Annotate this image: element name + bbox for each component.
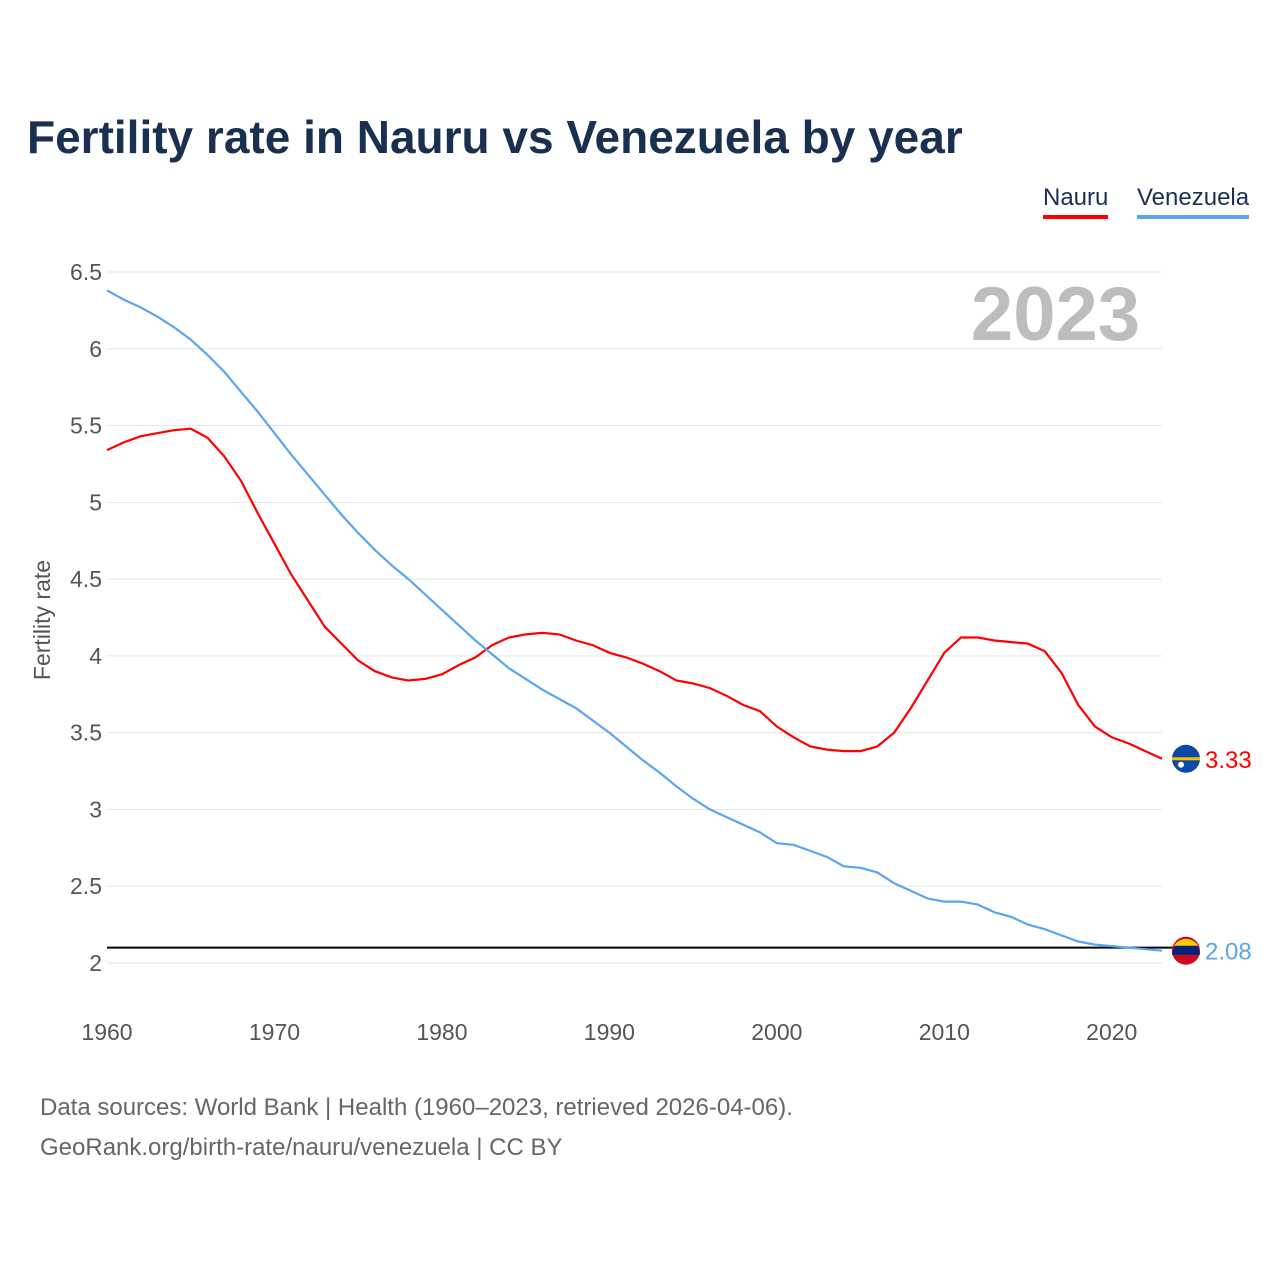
y-tick-label: 6.5 — [70, 259, 102, 285]
y-axis-label: Fertility rate — [29, 560, 55, 680]
legend-item-nauru[interactable]: Nauru — [1043, 184, 1109, 219]
y-tick-label: 4.5 — [70, 566, 102, 592]
x-tick-label: 1960 — [81, 1019, 132, 1045]
legend-item-venezuela[interactable]: Venezuela — [1137, 184, 1250, 219]
y-tick-label: 3 — [89, 796, 102, 822]
end-value-label-nauru: 3.33 — [1205, 747, 1252, 774]
y-tick-label: 3.5 — [70, 720, 102, 746]
x-tick-label: 1970 — [249, 1019, 300, 1045]
source-link[interactable]: GeoRank.org/birth-rate/nauru/venezuela |… — [40, 1134, 563, 1161]
x-tick-label: 2010 — [919, 1019, 970, 1045]
y-tick-label: 4 — [89, 643, 102, 669]
y-tick-label: 2.5 — [70, 873, 102, 899]
data-source-text: Data sources: World Bank | Health (1960–… — [40, 1094, 793, 1121]
x-tick-label: 2000 — [751, 1019, 802, 1045]
footer: Data sources: World Bank | Health (1960–… — [40, 1088, 793, 1168]
x-tick-label: 1990 — [584, 1019, 635, 1045]
nauru-flag-stripe — [1172, 757, 1200, 761]
chart-title: Fertility rate in Nauru vs Venezuela by … — [27, 111, 963, 163]
y-tick-label: 6 — [89, 336, 102, 362]
y-tick-label: 5 — [89, 489, 102, 515]
series-line-nauru — [106, 427, 1163, 760]
year-watermark: 2023 — [971, 272, 1140, 357]
x-tick-label: 1980 — [416, 1019, 467, 1045]
nauru-flag-star — [1178, 761, 1184, 768]
y-tick-label: 2 — [89, 950, 102, 976]
end-value-label-venezuela: 2.08 — [1205, 939, 1252, 966]
y-tick-label: 5.5 — [70, 413, 102, 439]
venezuela-flag-yellow — [1174, 938, 1198, 946]
x-tick-label: 2020 — [1086, 1019, 1137, 1045]
series-line-venezuela — [106, 289, 1163, 952]
